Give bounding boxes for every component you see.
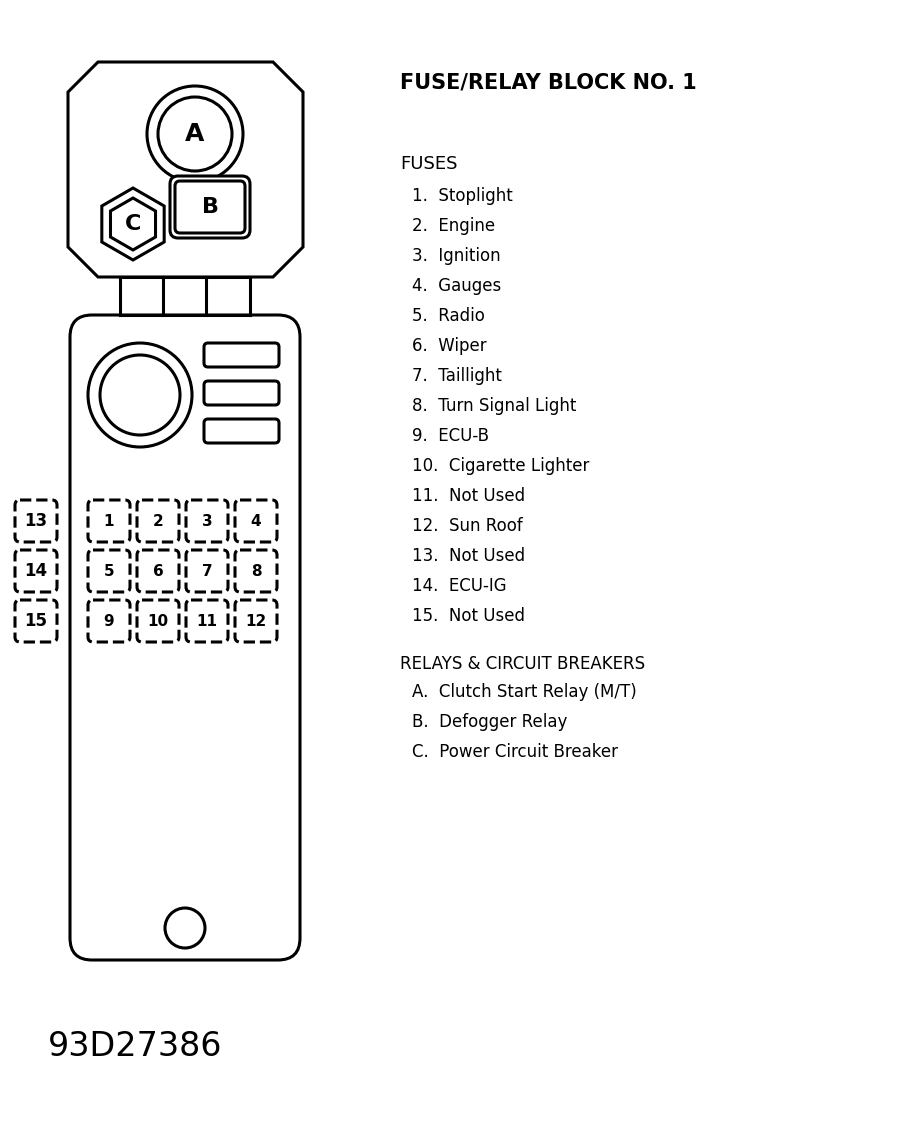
Text: 1.  Stoplight: 1. Stoplight — [412, 187, 512, 205]
Text: 11: 11 — [197, 614, 217, 628]
Text: C.  Power Circuit Breaker: C. Power Circuit Breaker — [412, 743, 618, 761]
Text: A: A — [186, 122, 205, 146]
Circle shape — [147, 86, 243, 182]
FancyBboxPatch shape — [204, 381, 279, 405]
Text: 3: 3 — [202, 514, 212, 528]
Text: 93D27386: 93D27386 — [48, 1030, 223, 1063]
FancyBboxPatch shape — [235, 500, 277, 542]
Circle shape — [100, 355, 180, 435]
FancyBboxPatch shape — [88, 550, 130, 592]
Polygon shape — [102, 188, 164, 260]
Text: 2.  Engine: 2. Engine — [412, 217, 495, 234]
Text: 6: 6 — [153, 563, 164, 579]
FancyBboxPatch shape — [70, 315, 300, 960]
Text: C: C — [125, 214, 141, 234]
Text: 8.  Turn Signal Light: 8. Turn Signal Light — [412, 397, 576, 415]
FancyBboxPatch shape — [88, 600, 130, 642]
Text: 7.  Taillight: 7. Taillight — [412, 367, 502, 385]
Text: 12: 12 — [246, 614, 267, 628]
FancyBboxPatch shape — [88, 500, 130, 542]
Text: FUSES: FUSES — [400, 155, 458, 173]
Text: 4.  Gauges: 4. Gauges — [412, 277, 501, 295]
Text: 9: 9 — [104, 614, 115, 628]
Text: 15: 15 — [25, 611, 47, 629]
Bar — [120, 277, 250, 315]
FancyBboxPatch shape — [137, 600, 179, 642]
FancyBboxPatch shape — [15, 550, 57, 592]
Text: 9.  ECU-B: 9. ECU-B — [412, 427, 489, 445]
Polygon shape — [68, 62, 303, 277]
Text: 10: 10 — [147, 614, 168, 628]
Text: 14: 14 — [25, 562, 47, 580]
Circle shape — [88, 343, 192, 447]
FancyBboxPatch shape — [186, 500, 228, 542]
Text: 12.  Sun Roof: 12. Sun Roof — [412, 517, 522, 535]
FancyBboxPatch shape — [235, 600, 277, 642]
Text: 13.  Not Used: 13. Not Used — [412, 548, 525, 565]
FancyBboxPatch shape — [204, 419, 279, 443]
FancyBboxPatch shape — [204, 343, 279, 367]
Polygon shape — [110, 197, 156, 250]
Text: 5: 5 — [104, 563, 115, 579]
FancyBboxPatch shape — [15, 600, 57, 642]
Circle shape — [165, 908, 205, 948]
Circle shape — [158, 96, 232, 171]
Text: A.  Clutch Start Relay (M/T): A. Clutch Start Relay (M/T) — [412, 683, 637, 701]
Text: 11.  Not Used: 11. Not Used — [412, 487, 525, 505]
FancyBboxPatch shape — [186, 550, 228, 592]
Text: 6.  Wiper: 6. Wiper — [412, 337, 487, 355]
Text: B: B — [201, 197, 218, 217]
FancyBboxPatch shape — [175, 181, 245, 233]
Text: 8: 8 — [250, 563, 261, 579]
Text: 4: 4 — [250, 514, 261, 528]
Text: RELAYS & CIRCUIT BREAKERS: RELAYS & CIRCUIT BREAKERS — [400, 655, 645, 673]
Text: 14.  ECU-IG: 14. ECU-IG — [412, 577, 507, 595]
Text: 10.  Cigarette Lighter: 10. Cigarette Lighter — [412, 457, 590, 475]
Text: B.  Defogger Relay: B. Defogger Relay — [412, 712, 567, 732]
FancyBboxPatch shape — [170, 176, 250, 238]
Text: 3.  Ignition: 3. Ignition — [412, 247, 501, 265]
FancyBboxPatch shape — [235, 550, 277, 592]
Text: 7: 7 — [202, 563, 212, 579]
Text: 13: 13 — [25, 512, 47, 530]
Text: 5.  Radio: 5. Radio — [412, 307, 485, 325]
FancyBboxPatch shape — [186, 600, 228, 642]
Text: 15.  Not Used: 15. Not Used — [412, 607, 525, 625]
Text: 2: 2 — [153, 514, 164, 528]
FancyBboxPatch shape — [137, 550, 179, 592]
Text: FUSE/RELAY BLOCK NO. 1: FUSE/RELAY BLOCK NO. 1 — [400, 72, 697, 92]
FancyBboxPatch shape — [137, 500, 179, 542]
FancyBboxPatch shape — [15, 500, 57, 542]
Text: 1: 1 — [104, 514, 115, 528]
